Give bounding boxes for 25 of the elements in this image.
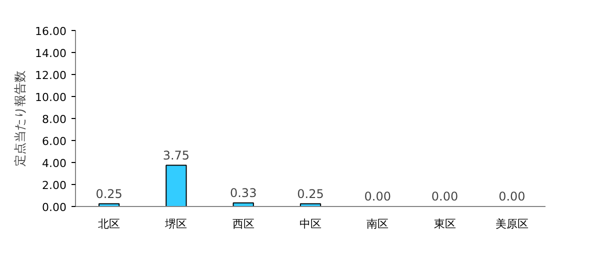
x-tick-label: 南区: [366, 218, 389, 230]
data-label: 0.25: [297, 186, 324, 201]
y-tick-label: 14.00: [35, 47, 67, 60]
x-tick-label: 堺区: [164, 218, 188, 230]
data-label: 0.00: [498, 190, 526, 204]
data-label: 0.25: [96, 186, 122, 201]
x-tick-label: 北区: [98, 218, 120, 230]
y-axis-title: 定点当たり報告数: [13, 70, 28, 166]
x-tick-label: 西区: [232, 218, 254, 230]
bar: [166, 164, 187, 206]
y-tick-label: 0.00: [42, 201, 67, 214]
y-tick-label: 4.00: [42, 157, 67, 170]
x-tick-label: 美原区: [495, 218, 528, 230]
y-tick-label: 16.00: [35, 25, 67, 38]
x-tick-label: 東区: [434, 218, 456, 230]
y-tick-label: 10.00: [35, 91, 67, 104]
y-tick-label: 2.00: [42, 179, 67, 192]
x-tick-label: 中区: [300, 218, 322, 230]
data-label: 0.33: [230, 186, 257, 200]
y-tick-label: 8.00: [42, 113, 67, 126]
y-tick-label: 6.00: [42, 135, 67, 148]
data-label: 0.00: [364, 190, 391, 204]
data-label: 3.75: [162, 148, 190, 162]
y-tick-label: 12.00: [35, 69, 67, 82]
data-label: 0.00: [431, 190, 458, 204]
